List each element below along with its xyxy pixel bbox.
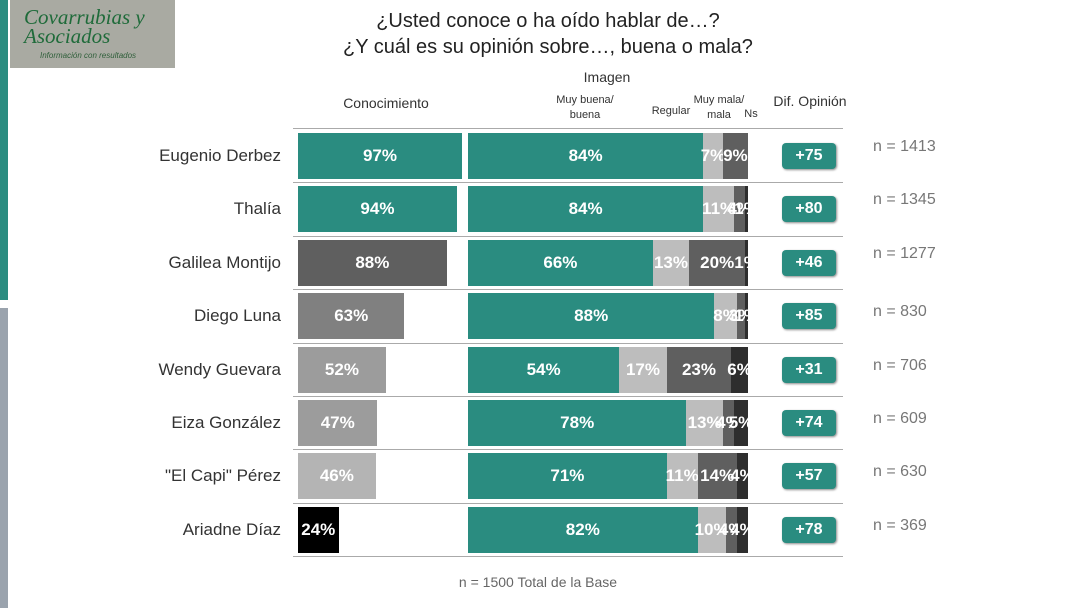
bar-segment: 4% (730, 453, 755, 500)
bar: 88% (298, 239, 447, 286)
bar-segment: 23% (666, 346, 732, 393)
row-label: Eiza González (171, 413, 281, 432)
side-stripe (0, 0, 8, 300)
bar: 46% (298, 453, 376, 500)
bar-segment: 78% (468, 400, 687, 446)
bar: 97% (298, 133, 462, 179)
bar-segment: 71% (468, 453, 667, 500)
column-header: Dif. Opinión (773, 93, 847, 109)
column-header: Conocimiento (343, 95, 429, 111)
legend-entry: Regular (651, 105, 691, 117)
bar-segment: 54% (468, 346, 620, 393)
row-label: Diego Luna (194, 306, 281, 326)
bar-segment: 20% (689, 239, 746, 286)
logo-name: Covarrubias y Asociados (24, 5, 145, 48)
sample-size: n = 609 (873, 410, 927, 427)
bar-segment: 82% (468, 506, 698, 553)
diff-badge: +46 (782, 249, 836, 276)
bar-segment: 88% (468, 293, 715, 340)
bar-segment: 9% (722, 133, 748, 179)
bar: 63% (298, 293, 405, 340)
diff-badge: +57 (782, 463, 836, 490)
bar-segment: 1% (734, 186, 759, 233)
row-line (293, 449, 843, 451)
row-line (293, 556, 843, 558)
title: ¿Usted conoce o ha oído hablar de…? (376, 10, 720, 32)
row-label: Thalía (233, 199, 281, 219)
footnote: n = 1500 Total de la Base (458, 574, 618, 590)
bar-segment: 7% (701, 133, 725, 179)
bar: 24% (298, 506, 339, 553)
subtitle: ¿Y cuál es su opinión sobre…, buena o ma… (343, 36, 753, 58)
row-label: "El Capi" Pérez (164, 466, 281, 486)
logo-tagline: Información con resultados (40, 51, 137, 60)
legend-entry: Ns (744, 108, 758, 120)
sample-size: n = 630 (873, 463, 927, 481)
row-label: Wendy Guevara (158, 359, 281, 379)
bar-segment: 4% (730, 506, 755, 553)
row-line (293, 342, 843, 344)
bar: 94% (298, 186, 457, 233)
bar-segment: 1% (734, 293, 759, 340)
sample-size: n = 706 (873, 356, 927, 374)
sample-size: n = 1345 (873, 191, 936, 209)
bar-segment: 84% (468, 133, 704, 179)
bar-segment: 66% (468, 239, 653, 286)
diff-badge: +31 (782, 356, 836, 383)
bar-segment: 84% (468, 186, 704, 233)
sample-size: n = 369 (873, 516, 927, 534)
sample-size: n = 830 (873, 303, 927, 321)
bar: 47% (298, 400, 378, 446)
bar-segment: 1% (734, 239, 759, 286)
bar-segment: 13% (652, 239, 690, 286)
bar-segment: 17% (619, 346, 667, 393)
bar-segment: 6% (727, 346, 752, 393)
column-header: Imagen (583, 69, 631, 85)
bar-segment: 8% (713, 293, 738, 340)
bar-segment: 5% (729, 400, 753, 446)
legend-entry: Muy buena/ buena (556, 94, 614, 121)
row-line (293, 182, 843, 184)
row-label: Ariadne Díaz (182, 519, 281, 539)
bar-segment: 10% (695, 506, 729, 553)
diff-badge: +74 (782, 410, 836, 436)
row-label: Eugenio Derbez (159, 146, 281, 165)
row-line (293, 235, 843, 237)
diff-badge: +80 (782, 196, 836, 223)
row-line (293, 289, 843, 291)
bar: 52% (298, 346, 386, 393)
logo: Covarrubias y Asociados Información con … (10, 0, 175, 68)
diff-badge: +78 (782, 516, 836, 543)
row-line (293, 128, 843, 129)
legend-entry: Muy mala/ mala (693, 94, 745, 121)
bar-segment: 11% (666, 453, 699, 500)
bar-segment: 14% (697, 453, 737, 500)
row-label: Galilea Montijo (168, 252, 281, 272)
sample-size: n = 1413 (873, 138, 936, 155)
side-stripe (0, 308, 8, 608)
bar-segment: 13% (686, 400, 723, 446)
diff-badge: +75 (782, 143, 836, 169)
row-line (293, 502, 843, 504)
sample-size: n = 1277 (873, 244, 936, 262)
row-line (293, 396, 843, 397)
diff-badge: +85 (782, 303, 836, 330)
bar-segment: 11% (702, 186, 735, 233)
